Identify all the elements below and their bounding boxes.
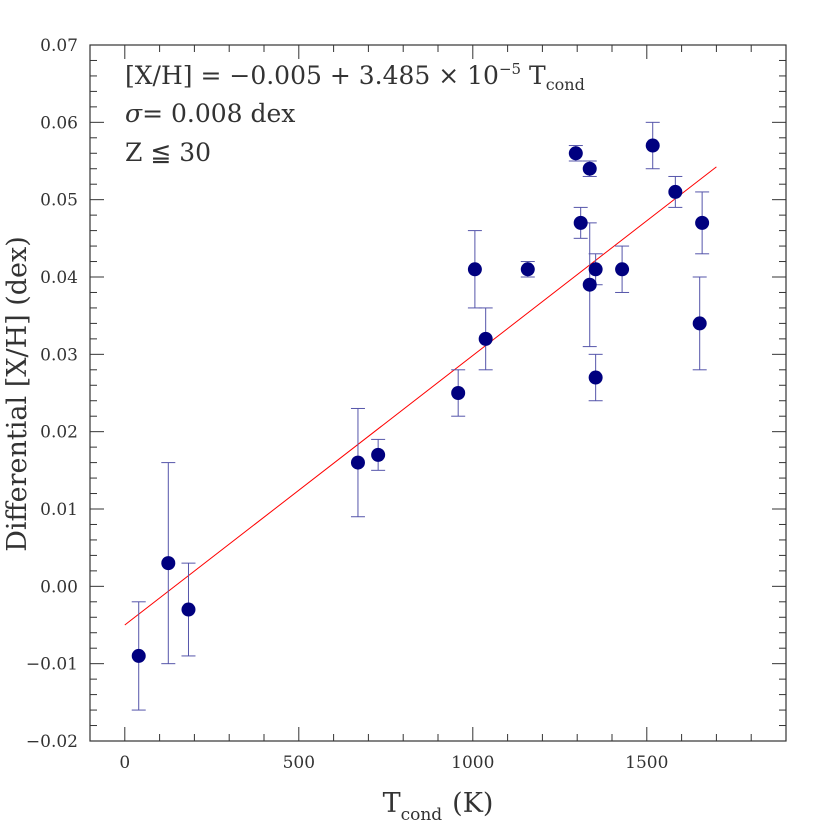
data-point [668,184,683,199]
data-point [181,602,196,617]
y-tick-label: −0.01 [26,655,78,675]
data-point [582,277,597,292]
data-point [568,146,583,161]
x-tick-label: 1500 [625,753,668,773]
data-point [131,648,146,663]
y-tick-label: 0.01 [40,500,78,520]
data-point [451,386,466,400]
data-point [695,215,710,230]
data-point [645,138,660,153]
data-point [582,161,597,176]
tick-labels: 0 500 1000 1500 −0.02 −0.01 0.00 0.01 0.02 0.03 0.… [26,36,669,773]
y-tick-label: 0.04 [40,268,78,288]
data-point [467,262,482,277]
data-point [573,215,588,230]
data-point [371,447,386,462]
x-tick-label: 1000 [451,753,494,773]
annotation-z-limit: Z ≦ 30 [125,138,211,167]
annotation-fit-equation: [X/H] = −0.005 + 3.485 × 10−5 Tcond [125,60,585,94]
data-point [478,331,493,346]
y-tick-label: 0.07 [40,36,78,56]
data-point [588,262,603,277]
fit-line [124,166,717,626]
data-points [131,138,710,663]
data-point [520,262,535,277]
y-tick-label: 0.05 [40,191,78,211]
y-tick-label: 0.00 [40,577,78,597]
data-point [161,556,176,571]
error-bars [131,121,710,711]
y-tick-label: −0.02 [26,732,78,752]
data-point [692,316,707,331]
data-point [350,455,365,470]
axis-ticks [89,44,787,742]
data-point [615,262,630,277]
y-tick-label: 0.06 [40,113,78,133]
x-tick-label: 0 [119,753,130,773]
y-tick-label: 0.02 [40,423,78,443]
x-axis-title: Tcond (K) [383,788,494,825]
fit-layer [124,166,717,626]
x-tick-label: 500 [283,753,315,773]
y-tick-label: 0.03 [40,345,78,365]
annotation-sigma: σ= 0.008 dex [125,99,295,128]
data-point [588,370,603,385]
sigma-symbol: σ [125,99,143,128]
y-axis-title: Differential [X/H] (dex) [2,236,33,552]
